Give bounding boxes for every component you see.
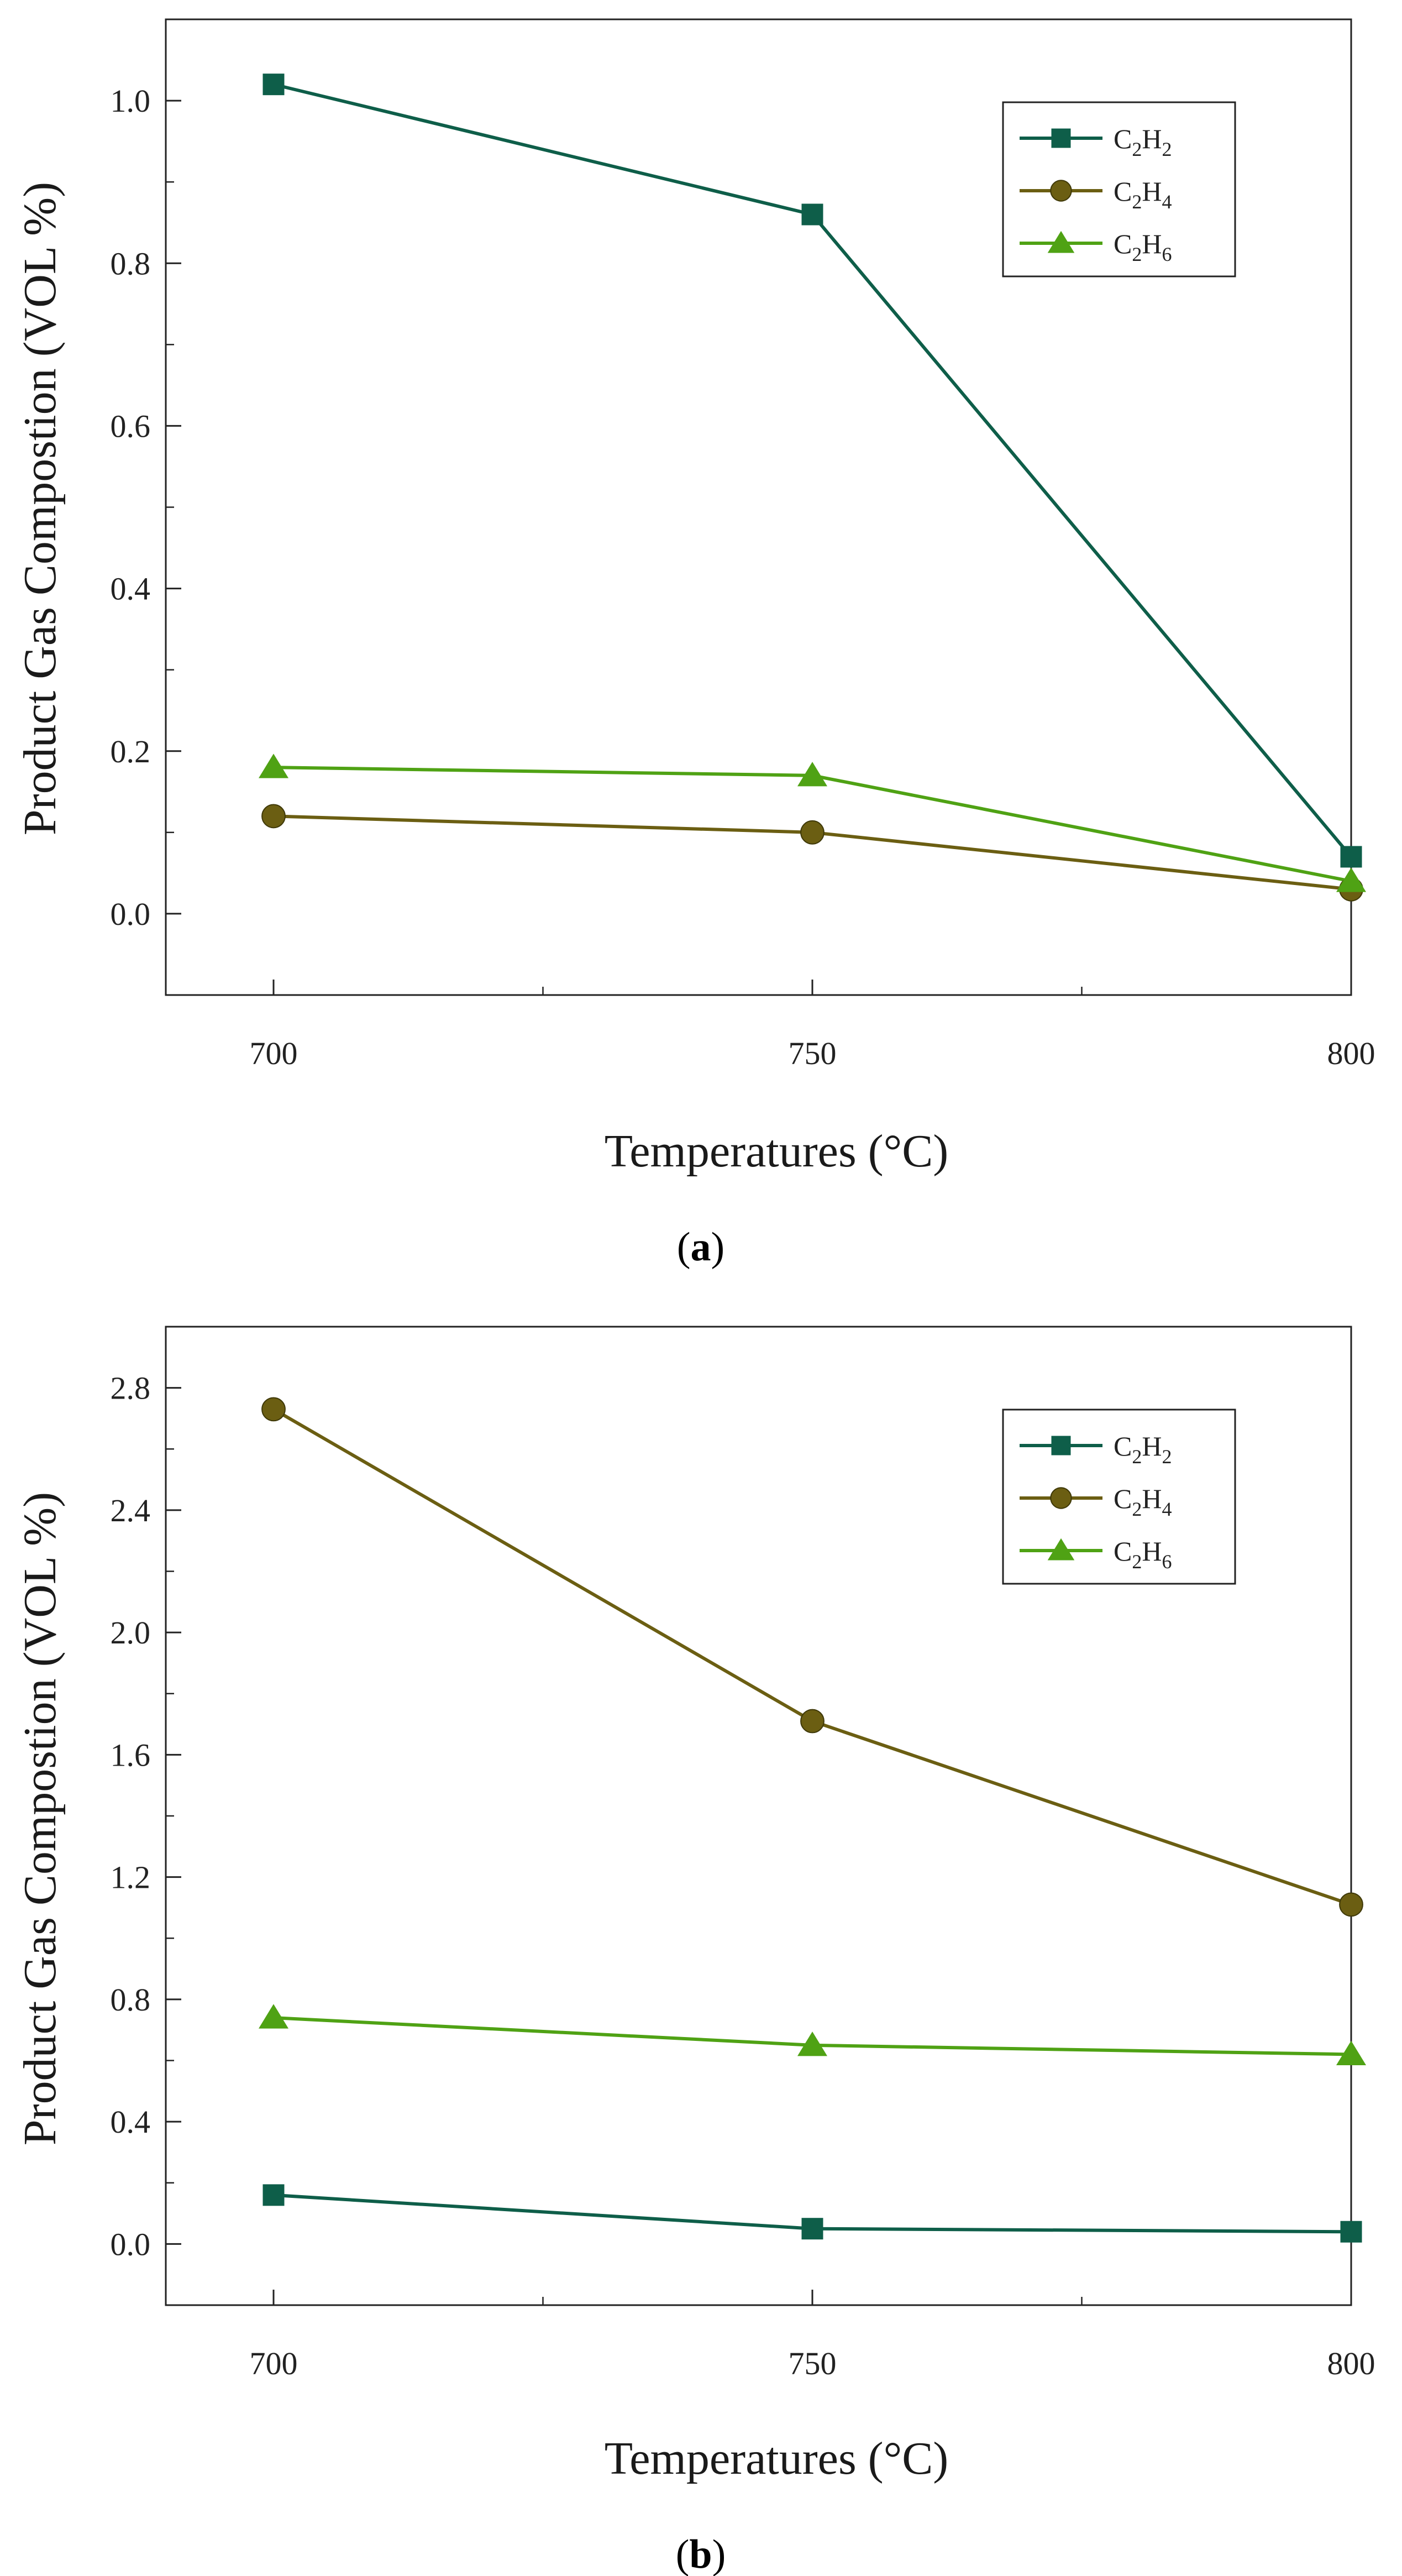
data-point-c2h4-750-b — [800, 1709, 825, 1734]
data-point-c2h4-700-a — [261, 804, 286, 829]
y-tick-label: 1.0 — [111, 83, 151, 119]
x-tick-label: 700 — [250, 1035, 298, 1071]
y-tick-label: 2.4 — [111, 1493, 151, 1528]
legend-b: C2H2 C2H4 C2H6 — [1002, 1409, 1236, 1585]
x-tick-label: 750 — [789, 1035, 837, 1071]
legend-marker-c2h6 — [1047, 1538, 1075, 1561]
data-point-c2h6-750-a — [797, 762, 828, 787]
legend-marker-c2h4 — [1050, 180, 1072, 202]
y-tick-label: 0.0 — [111, 2226, 151, 2262]
y-tick-label: 0.6 — [111, 408, 151, 444]
data-point-c2h2-750-b — [801, 2218, 823, 2240]
data-point-c2h2-700-a — [262, 74, 285, 96]
y-tick-label: 1.6 — [111, 1737, 151, 1773]
data-point-c2h6-750-b — [797, 2032, 828, 2056]
data-point-c2h6-700-b — [258, 2004, 289, 2029]
plot-area-a: 0.0 0.2 0.4 0.6 0.8 1.0 700 750 800 C2H2 C2H4 C2H6 — [111, 18, 1375, 1071]
x-tick-label: 800 — [1327, 2345, 1375, 2381]
data-point-c2h6-800-b — [1336, 2040, 1367, 2065]
x-tick-label: 800 — [1327, 1035, 1375, 1071]
legend-a: C2H2 C2H4 C2H6 — [1002, 101, 1236, 278]
y-tick-label: 1.2 — [111, 1860, 151, 1896]
y-axis-title-a: Product Gas Compostion (VOL %) — [14, 182, 66, 835]
data-point-c2h4-700-b — [261, 1397, 286, 1422]
y-tick-label: 0.8 — [111, 1982, 151, 2018]
legend-label-c2h6: C2H6 — [1114, 228, 1172, 265]
data-point-c2h2-700-b — [262, 2184, 285, 2206]
y-axis-title-b: Product Gas Compostion (VOL %) — [14, 1492, 66, 2145]
caption-b: (b) — [676, 2532, 726, 2576]
legend-label-c2h2: C2H2 — [1114, 123, 1172, 160]
data-point-c2h2-800-b — [1340, 2221, 1362, 2243]
y-tick-label: 2.0 — [111, 1615, 151, 1651]
data-point-c2h4-800-b — [1339, 1892, 1363, 1917]
y-tick-label: 0.2 — [111, 734, 151, 769]
y-tick-label: 0.8 — [111, 245, 151, 281]
y-tick-label: 2.8 — [111, 1370, 151, 1406]
caption-a: (a) — [677, 1224, 724, 1270]
x-axis-title-b: Temperatures (°C) — [605, 2433, 948, 2484]
data-point-c2h6-800-a — [1336, 867, 1367, 892]
legend-marker-c2h4 — [1050, 1487, 1072, 1509]
legend-label-c2h6: C2H6 — [1114, 1536, 1172, 1573]
data-point-c2h4-750-a — [800, 820, 825, 845]
legend-marker-c2h2 — [1051, 1436, 1071, 1455]
x-tick-label: 700 — [250, 2345, 298, 2381]
legend-marker-c2h6 — [1047, 231, 1075, 253]
x-tick-label: 750 — [789, 2345, 837, 2381]
legend-marker-c2h2 — [1051, 128, 1071, 148]
data-point-c2h2-750-a — [801, 203, 823, 226]
x-axis-title-a: Temperatures (°C) — [605, 1125, 948, 1177]
legend-label-c2h4: C2H4 — [1114, 176, 1172, 213]
data-point-c2h6-700-a — [258, 753, 289, 778]
data-point-c2h2-800-a — [1340, 846, 1362, 868]
y-tick-label: 0.0 — [111, 896, 151, 932]
y-tick-label: 0.4 — [111, 571, 151, 607]
y-tick-label: 0.4 — [111, 2104, 151, 2140]
legend-label-c2h2: C2H2 — [1114, 1431, 1172, 1468]
legend-label-c2h4: C2H4 — [1114, 1483, 1172, 1520]
